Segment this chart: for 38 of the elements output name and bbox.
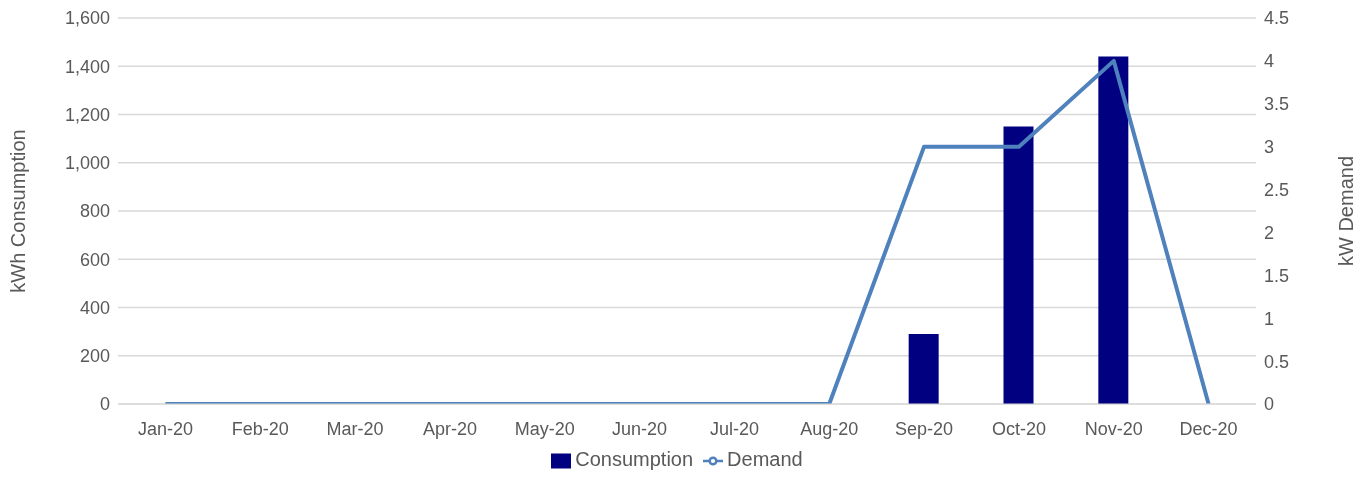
y2-tick-label: 0.5	[1264, 351, 1290, 372]
y-tick-label: 800	[79, 201, 110, 222]
y-tick-label: 0	[99, 394, 110, 415]
x-tick-label: Oct-20	[991, 418, 1046, 439]
bar	[908, 334, 939, 404]
y-tick-label: 1,000	[64, 153, 110, 174]
y-tick-label: 200	[79, 346, 110, 367]
y2-tick-label: 3.5	[1264, 94, 1290, 115]
x-tick-label: Feb-20	[231, 418, 289, 439]
x-tick-label: May-20	[514, 418, 575, 439]
legend-label: Demand	[727, 448, 803, 470]
y2-tick-label: 3	[1264, 137, 1275, 158]
x-tick-label: Jul-20	[709, 418, 759, 439]
bar	[1003, 126, 1034, 404]
y2-axis-title: kW Demand	[1335, 155, 1358, 267]
y2-tick-label: 1.5	[1264, 265, 1290, 286]
y2-tick-label: 4.5	[1264, 8, 1290, 29]
x-tick-label: Apr-20	[422, 418, 477, 439]
x-tick-label: Dec-20	[1179, 418, 1238, 439]
y-tick-label: 1,400	[64, 56, 110, 77]
x-tick-label: Sep-20	[895, 418, 954, 439]
y2-tick-label: 2	[1264, 222, 1275, 243]
y-axis-title: kWh Consumption	[7, 129, 30, 293]
x-tick-label: Nov-20	[1084, 418, 1143, 439]
x-tick-label: Jun-20	[612, 418, 668, 439]
y-tick-label: 1,200	[64, 104, 110, 125]
bar	[1098, 56, 1129, 404]
legend-label: Consumption	[575, 448, 694, 470]
y-tick-label: 400	[79, 297, 110, 318]
y-tick-label: 1,600	[64, 8, 110, 29]
y2-tick-label: 0	[1264, 394, 1275, 415]
x-tick-label: Aug-20	[800, 418, 859, 439]
x-tick-label: Mar-20	[326, 418, 384, 439]
y2-tick-label: 4	[1264, 51, 1275, 72]
x-tick-label: Jan-20	[137, 418, 193, 439]
y2-tick-label: 2.5	[1264, 179, 1290, 200]
y2-tick-label: 1	[1264, 308, 1275, 329]
y-tick-label: 600	[79, 249, 110, 270]
